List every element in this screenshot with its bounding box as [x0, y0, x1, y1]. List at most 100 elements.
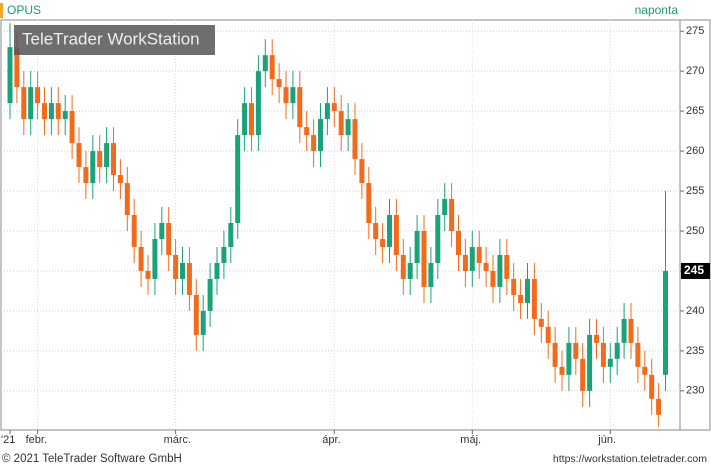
- x-tick-label: ápr.: [322, 434, 340, 446]
- y-tick-label: 235: [686, 345, 704, 357]
- candle-body: [497, 254, 503, 287]
- candle-body: [366, 183, 372, 224]
- candle-body: [7, 47, 13, 104]
- candle-body: [255, 71, 261, 136]
- candle-body: [635, 342, 641, 367]
- y-tick-label: 240: [686, 305, 704, 317]
- symbol-marker: [0, 3, 3, 18]
- y-tick-label: 270: [686, 65, 704, 77]
- axis-frame: [679, 19, 711, 431]
- candle-body: [173, 254, 179, 279]
- candle-body: [62, 111, 68, 120]
- candle-body: [656, 398, 662, 415]
- candle-body: [566, 342, 572, 375]
- candle-body: [352, 119, 358, 160]
- candle-body: [269, 55, 275, 80]
- candle-body: [414, 230, 420, 263]
- period: naponta: [635, 3, 679, 17]
- y-tick-label: 255: [686, 185, 704, 197]
- candle-body: [97, 151, 103, 168]
- candle-body: [490, 270, 496, 287]
- candle-body: [449, 199, 455, 231]
- candle-body: [290, 87, 296, 104]
- candle-body: [345, 119, 351, 136]
- candle-body: [138, 246, 144, 271]
- candle-body: [200, 310, 206, 335]
- candle-body: [124, 183, 130, 216]
- candle-body: [380, 238, 386, 247]
- candle-body: [159, 223, 165, 239]
- candle-body: [145, 270, 151, 279]
- y-tick-label: 265: [686, 105, 704, 117]
- candle-body: [600, 342, 606, 367]
- candle-body: [90, 151, 96, 184]
- candle-body: [621, 318, 627, 343]
- candle-body: [324, 103, 330, 120]
- price-label: 245: [684, 263, 704, 277]
- candle-body: [48, 103, 54, 120]
- footer-right: https://workstation.teletrader.com: [553, 453, 707, 465]
- candle-body: [262, 55, 268, 72]
- candle-body: [525, 278, 530, 303]
- candle-body: [387, 215, 392, 247]
- candle-body: [545, 326, 551, 343]
- y-tick-label: 250: [686, 225, 704, 237]
- candle-body: [311, 135, 317, 152]
- candle-body: [456, 230, 461, 255]
- candle-body: [166, 223, 172, 255]
- candle-body: [607, 358, 613, 367]
- candle-body: [580, 358, 586, 391]
- candle-body: [518, 294, 524, 303]
- candle-body: [421, 230, 427, 287]
- y-tick-label: 230: [686, 385, 704, 397]
- candle-body: [393, 215, 399, 255]
- candle-body: [531, 278, 537, 319]
- candle-body: [663, 270, 668, 375]
- candle-body: [14, 47, 20, 88]
- x-tick-label: márc.: [164, 434, 192, 446]
- candle-body: [28, 87, 34, 120]
- candle-body: [483, 262, 489, 271]
- candle-body: [297, 87, 303, 128]
- x-tick-label: febr.: [26, 434, 47, 446]
- x-tick-label: jún.: [597, 434, 616, 446]
- candle-body: [83, 167, 89, 184]
- candle-body: [435, 215, 441, 263]
- candle-body: [55, 103, 61, 120]
- candle-body: [193, 294, 199, 335]
- watermark-box: [14, 25, 215, 55]
- candle-body: [559, 366, 565, 375]
- candle-body: [407, 262, 413, 279]
- candle-body: [249, 103, 254, 136]
- candle-body: [104, 143, 110, 168]
- candle-body: [318, 119, 323, 152]
- candle-body: [462, 254, 468, 271]
- price-box: [681, 262, 710, 279]
- candle-body: [504, 254, 510, 279]
- candle-body: [42, 103, 47, 120]
- candle-body: [283, 87, 289, 104]
- candle-body: [428, 262, 434, 287]
- y-tick-label: 275: [686, 25, 704, 37]
- candle-body: [117, 175, 123, 184]
- candle-body: [152, 238, 158, 279]
- candle-body: [594, 334, 599, 343]
- candle-body: [76, 143, 82, 168]
- candle-body: [373, 223, 379, 239]
- candle-body: [221, 246, 227, 263]
- candle-body: [186, 262, 192, 295]
- candle-body: [476, 246, 482, 263]
- x-tick-label: máj.: [460, 434, 481, 446]
- candle-body: [649, 374, 655, 399]
- candle-body: [331, 103, 337, 112]
- candle-body: [304, 127, 310, 136]
- candle-body: [642, 366, 648, 375]
- candle-body: [235, 135, 241, 224]
- candle-body: [614, 342, 620, 359]
- watermark: TeleTrader WorkStation: [22, 29, 200, 48]
- candle-body: [180, 262, 185, 279]
- candle-body: [131, 215, 137, 247]
- candle-body: [21, 87, 27, 120]
